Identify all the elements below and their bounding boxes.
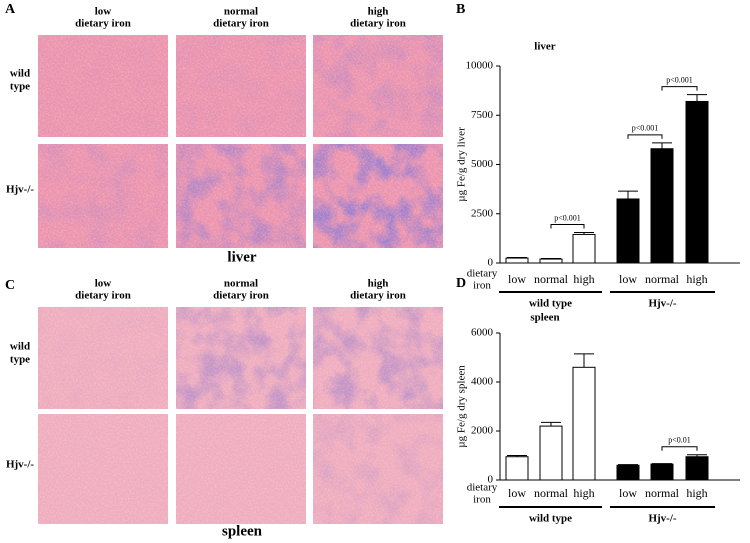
- significance-label: p<0.01: [668, 436, 691, 445]
- x-tick-label: low: [508, 272, 526, 286]
- panel-letter: B: [456, 2, 465, 17]
- panel-letter: D: [456, 276, 466, 291]
- significance-label: p<0.001: [554, 213, 581, 222]
- y-tick-label: 2500: [471, 207, 494, 219]
- panel-letter: A: [5, 2, 16, 17]
- x-tick-label: low: [619, 272, 637, 286]
- column-header: dietary iron: [213, 18, 269, 30]
- row-label: Hjv-/-: [6, 459, 34, 471]
- x-tick-label: high: [573, 486, 594, 500]
- panel-letter: C: [5, 278, 15, 293]
- bar: [650, 148, 674, 264]
- column-header: dietary iron: [75, 290, 131, 302]
- micrograph-grain: [38, 414, 168, 524]
- x-axis-label: iron: [473, 280, 491, 292]
- x-axis-label: dietary: [467, 482, 498, 494]
- x-tick-label: high: [573, 272, 594, 286]
- y-tick-label: 2000: [471, 425, 494, 437]
- row-label: wild: [10, 341, 30, 353]
- bar: [539, 258, 563, 264]
- x-tick-label: normal: [534, 272, 569, 286]
- x-tick-label: normal: [645, 272, 680, 286]
- y-tick-label: 4000: [471, 376, 494, 388]
- bar: [685, 456, 709, 481]
- significance-bracket: [550, 223, 585, 229]
- y-tick-label: 7500: [471, 109, 494, 121]
- x-tick-label: high: [686, 486, 707, 500]
- x-tick-label: low: [508, 486, 526, 500]
- bar: [616, 464, 640, 481]
- bar: [616, 198, 640, 264]
- micrograph-grain: [313, 35, 443, 137]
- group-label: wild type: [529, 298, 572, 310]
- row-label: Hjv-/-: [6, 184, 34, 196]
- micrograph-grain: [176, 144, 306, 248]
- micrograph-grain: [313, 307, 443, 409]
- micrograph-grain: [176, 307, 306, 409]
- bar: [539, 425, 563, 481]
- chart-title: liver: [534, 41, 555, 53]
- y-tick-label: 0: [488, 474, 494, 486]
- micrograph-grain: [38, 307, 168, 409]
- micrograph-grain: [313, 144, 443, 248]
- x-axis-label: dietary: [467, 268, 498, 280]
- column-header: high: [368, 6, 389, 18]
- bar: [505, 456, 529, 481]
- group-label: wild type: [529, 513, 572, 525]
- row-label: type: [10, 81, 30, 93]
- micrograph-grain: [176, 414, 306, 524]
- y-tick-label: 10000: [466, 60, 494, 72]
- x-tick-label: normal: [534, 486, 569, 500]
- x-axis-label: iron: [473, 494, 491, 506]
- panel-caption: liver: [227, 249, 256, 265]
- column-header: dietary iron: [350, 290, 406, 302]
- group-label: Hjv-/-: [648, 513, 676, 525]
- bar: [650, 463, 674, 481]
- column-header: normal: [224, 6, 258, 18]
- significance-label: p<0.001: [666, 75, 693, 84]
- bar: [685, 100, 709, 264]
- micrograph-grain: [38, 35, 168, 137]
- column-header: dietary iron: [350, 18, 406, 30]
- y-tick-label: 5000: [471, 158, 494, 170]
- micrograph-grain: [313, 414, 443, 524]
- column-header: low: [95, 278, 112, 290]
- bar: [572, 233, 596, 264]
- column-header: high: [368, 278, 389, 290]
- bar: [505, 257, 529, 264]
- y-tick-label: 6000: [471, 327, 494, 339]
- x-tick-label: high: [686, 272, 707, 286]
- row-label: type: [10, 354, 30, 366]
- group-label: Hjv-/-: [648, 298, 676, 310]
- panel-caption: spleen: [222, 523, 263, 539]
- x-tick-label: normal: [645, 486, 680, 500]
- column-header: normal: [224, 278, 258, 290]
- significance-bracket: [661, 446, 698, 451]
- significance-bracket: [627, 134, 663, 139]
- column-header: low: [95, 6, 112, 18]
- y-tick-label: 0: [488, 257, 494, 269]
- micrograph-grain: [176, 35, 306, 137]
- chart-title: spleen: [530, 312, 559, 324]
- x-tick-label: low: [619, 486, 637, 500]
- y-axis-label: µg Fe/g dry spleen: [456, 365, 468, 448]
- column-header: dietary iron: [213, 290, 269, 302]
- significance-bracket: [661, 86, 698, 91]
- micrograph-grain: [38, 144, 168, 248]
- significance-label: p<0.001: [632, 124, 659, 133]
- column-header: dietary iron: [75, 18, 131, 30]
- y-axis-label: µg Fe/g dry liver: [456, 127, 468, 202]
- bar: [572, 366, 596, 481]
- row-label: wild: [10, 68, 30, 80]
